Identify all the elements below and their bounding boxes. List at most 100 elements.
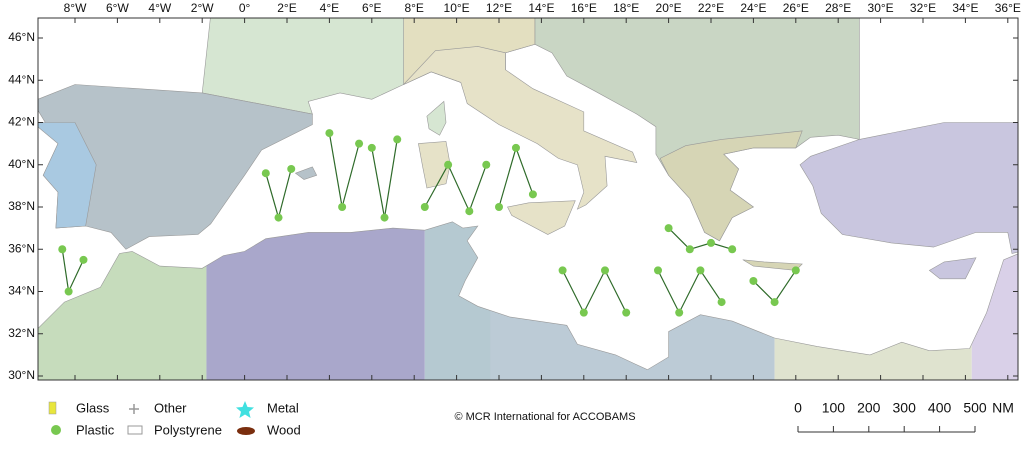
sighting	[325, 129, 334, 138]
mallorca	[294, 166, 318, 180]
scale-label: 500	[963, 400, 987, 416]
sighting	[770, 298, 779, 307]
lon-label: 28°E	[825, 1, 851, 15]
sighting	[261, 169, 270, 178]
sighting	[64, 287, 73, 296]
lon-label: 22°E	[698, 1, 724, 15]
lon-label: 0°	[239, 1, 251, 15]
sighting	[465, 207, 474, 216]
lon-label: 20°E	[656, 1, 682, 15]
sighting	[717, 298, 726, 307]
lat-label: 36°N	[8, 241, 35, 255]
scale-label: 200	[857, 400, 881, 416]
sighting	[420, 203, 429, 211]
lon-label: 6°E	[362, 1, 381, 15]
portugal	[38, 122, 97, 229]
sighting	[728, 245, 737, 254]
lon-label: 16°E	[571, 1, 597, 15]
survey-layer	[58, 129, 800, 317]
lon-label: 14°E	[528, 1, 554, 15]
scale-label: 300	[893, 400, 917, 416]
legend-label: Plastic	[76, 422, 115, 437]
lon-label: 2°W	[191, 1, 214, 15]
lon-label: 30°E	[868, 1, 894, 15]
legend-label: Wood	[267, 422, 301, 437]
sighting	[749, 276, 758, 285]
lon-label: 8°E	[404, 1, 423, 15]
lon-label: 12°E	[486, 1, 512, 15]
lat-label: 46°N	[8, 30, 35, 44]
lon-label: 4°W	[148, 1, 171, 15]
transect	[668, 227, 733, 250]
lat-label: 44°N	[8, 72, 35, 86]
lat-label: 40°N	[8, 157, 35, 171]
lon-label: 24°E	[740, 1, 766, 15]
sighting	[675, 308, 684, 317]
sighting	[622, 308, 631, 317]
legend-label: Polystyrene	[154, 422, 222, 437]
sighting	[393, 135, 402, 144]
sighting	[664, 224, 673, 233]
legend-label: Metal	[267, 400, 299, 415]
scale-unit: NM	[992, 400, 1014, 416]
africa-coast	[38, 221, 1018, 371]
lon-label: 32°E	[910, 1, 936, 15]
transect	[657, 269, 723, 314]
scale-label: 100	[822, 400, 846, 416]
sighting	[380, 213, 389, 222]
legend: Glass Plastic Other Polystyrene Metal Wo…	[48, 400, 301, 437]
sighting	[79, 255, 88, 264]
scale-bar: 0 100 200 300 400 500 NM	[794, 400, 1014, 433]
transect	[562, 269, 627, 314]
lat-label: 38°N	[8, 199, 35, 213]
sighting	[287, 164, 296, 173]
sighting	[338, 203, 347, 211]
lon-label: 10°E	[444, 1, 470, 15]
legend-polystyrene-symbol	[127, 425, 143, 435]
sighting	[579, 308, 588, 317]
lat-label: 30°N	[8, 368, 35, 382]
map-frame	[37, 17, 1019, 381]
sighting	[558, 266, 567, 275]
sighting	[274, 213, 283, 222]
lon-label: 34°E	[952, 1, 978, 15]
legend-wood-symbol	[237, 427, 255, 435]
cyprus	[928, 257, 977, 280]
scale-label: 0	[794, 400, 802, 416]
lat-label: 42°N	[8, 115, 35, 129]
sighting	[482, 160, 491, 169]
italy	[403, 46, 638, 210]
sighting	[528, 190, 537, 199]
sighting	[495, 203, 503, 211]
lon-label: 4°E	[320, 1, 339, 15]
sighting	[355, 139, 364, 148]
crete	[742, 259, 803, 271]
lon-label: 36°E	[995, 1, 1021, 15]
sighting	[511, 143, 520, 152]
lon-label: 2°E	[277, 1, 296, 15]
sighting	[367, 143, 376, 152]
legend-other-symbol	[129, 404, 139, 414]
lat-label: 32°N	[8, 326, 35, 340]
legend-label: Other	[154, 400, 187, 415]
legend-label: Glass	[76, 400, 110, 415]
legend-plastic-symbol	[51, 425, 61, 435]
corsica	[426, 100, 447, 136]
sicily	[507, 200, 576, 235]
lon-label: 8°W	[64, 1, 87, 15]
lon-label: 26°E	[783, 1, 809, 15]
lon-label: 18°E	[613, 1, 639, 15]
sighting	[696, 266, 705, 275]
sighting	[601, 266, 609, 275]
turkey	[799, 122, 1018, 254]
sighting	[707, 238, 715, 247]
sighting	[685, 245, 694, 254]
sighting	[791, 266, 800, 275]
graticule-labels: 8°W 6°W 4°W 2°W 0° 2°E 4°E 6°E 8°E 10°E 12°E 14°E 16…	[8, 1, 1021, 382]
greece	[659, 130, 803, 242]
sighting	[58, 245, 67, 254]
lat-label: 34°N	[8, 284, 35, 298]
credit: © MCR International for ACCOBAMS	[454, 411, 635, 423]
